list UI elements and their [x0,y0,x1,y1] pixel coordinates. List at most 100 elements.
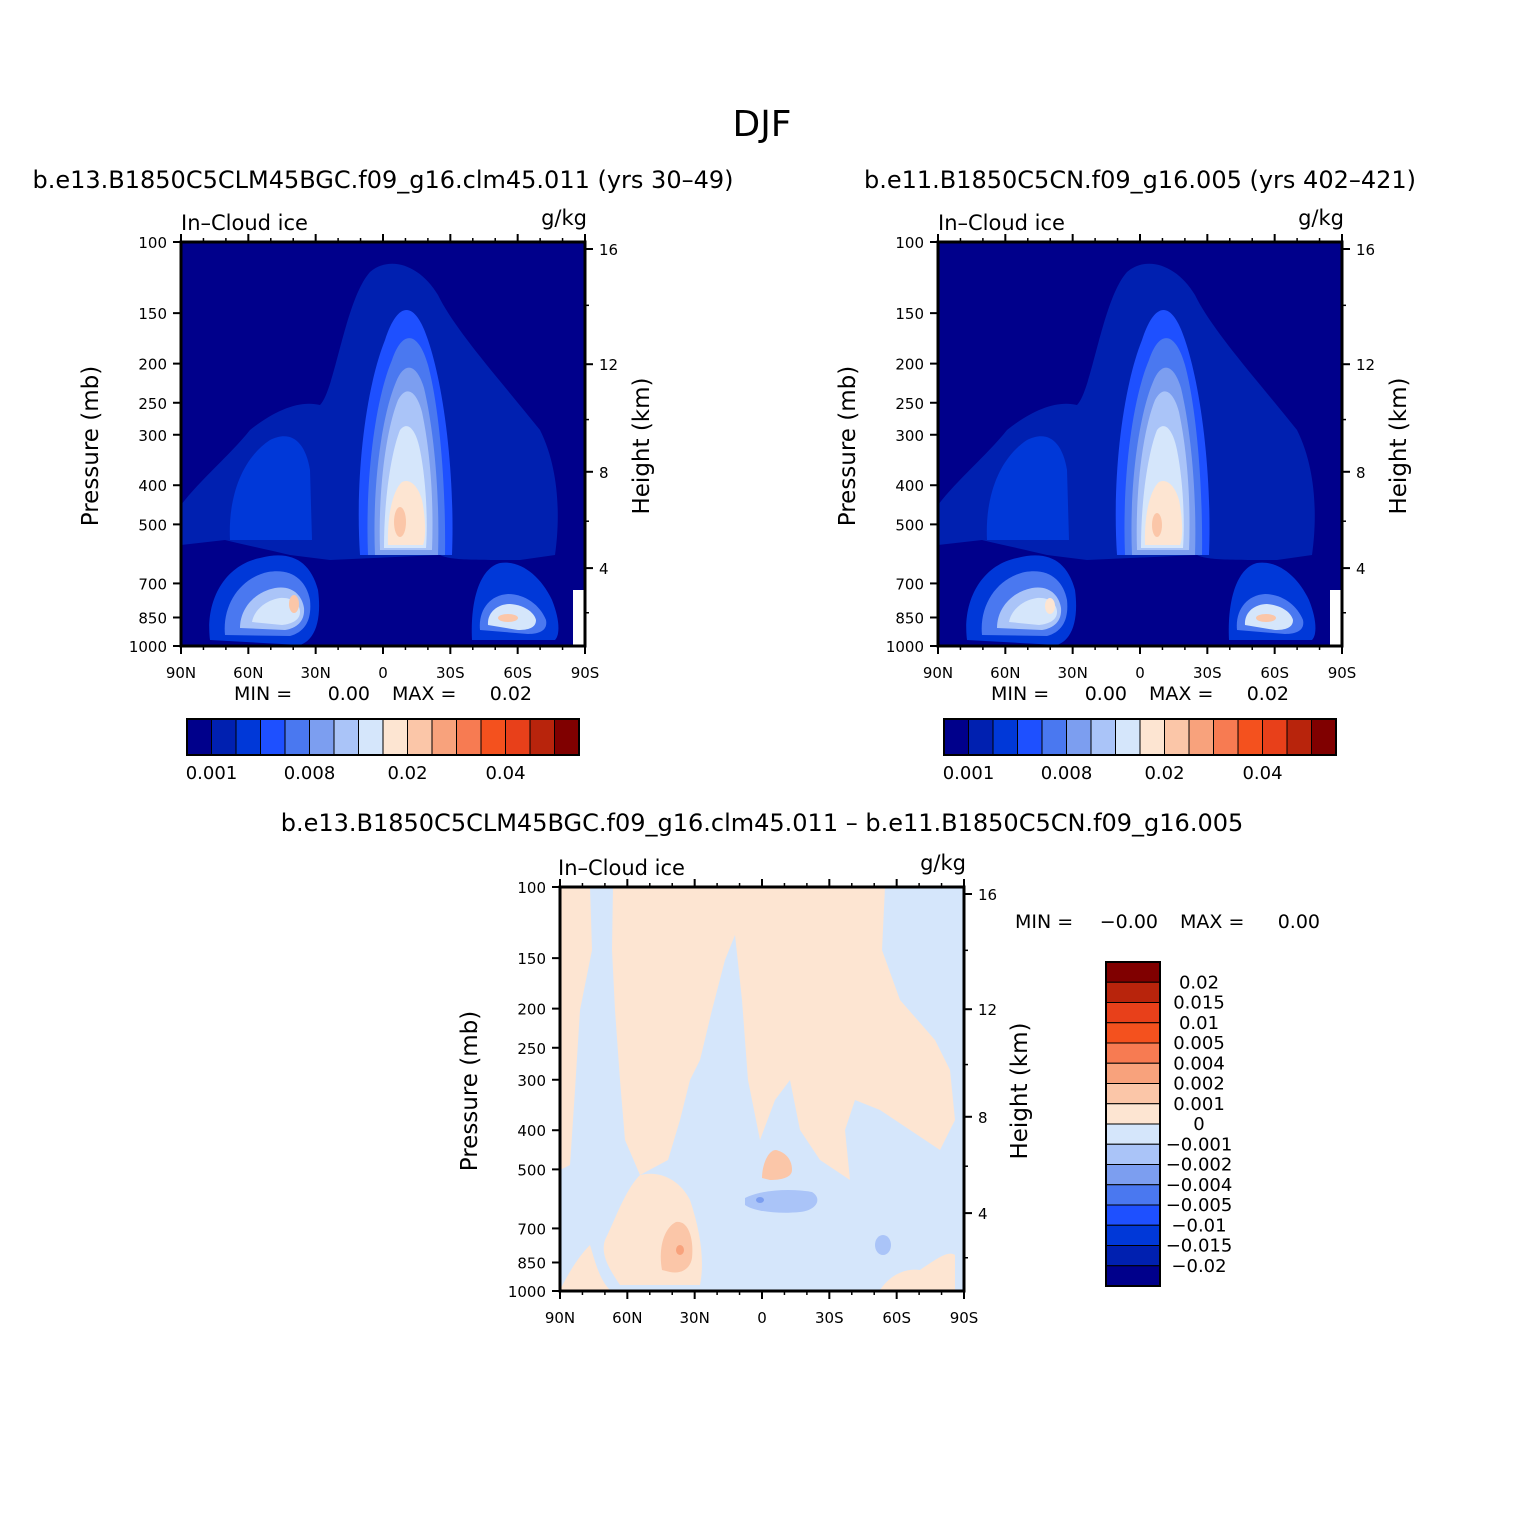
panel-diff-ytick-label: 850 [517,1254,546,1272]
panel-b-ytick-label: 700 [895,575,924,593]
panel-diff-variable-label: In–Cloud ice [558,856,685,880]
panel-diff-contour-field [560,887,964,1291]
panel-b-colorbar-box [1311,718,1337,756]
panel-b-colorbar-box [1017,718,1043,756]
panel-b-colorbar-box [1213,718,1239,756]
panel-b-ytick-label: 150 [895,305,924,323]
panel-b-ytick-label: 300 [895,427,924,445]
panel-a-max-label: MAX = [392,683,456,705]
panel-a-ytick-label: 200 [138,356,167,374]
panel-diff-colorbar-box [1105,1042,1161,1064]
panel-diff-htick-label: 16 [978,886,997,904]
panel-diff-colorbar-label: −0.001 [1166,1134,1233,1155]
panel-diff-ytick-label: 400 [517,1122,546,1140]
panel-a-contour-13 [289,595,299,613]
panel-b-contour-12 [1009,597,1057,625]
panel-b-xtick-label: 60N [990,664,1020,682]
panel-b-ytick-label: 500 [895,516,924,534]
panel-a-ytick-label: 700 [138,575,167,593]
panel-diff-colorbar-label: −0.004 [1166,1175,1233,1196]
panel-b-ytick-label: 1000 [886,638,924,656]
panel-diff-ytick-label: 150 [517,950,546,968]
panel-diff-colorbar-label: 0.005 [1173,1033,1225,1054]
panel-a-min-label: MIN = [234,683,292,705]
panel-b-xtick-label: 0 [1135,664,1145,682]
panel-a-ytick-label: 250 [138,395,167,413]
panel-a-xtick-label: 60S [503,664,532,682]
panel-b-xtick-label: 60S [1260,664,1289,682]
panel-b-colorbar-label: 0.04 [1242,763,1282,784]
panel-a-contour-field [181,242,585,646]
panel-b-htick-label: 4 [1356,560,1366,578]
panel-a-variable-label: In–Cloud ice [181,211,308,235]
panel-diff-colorbar: 0.020.0150.010.0050.0040.0020.0010−0.001… [1105,961,1233,1287]
panel-a-colorbar-box [407,718,433,756]
panel-b-max-label: MAX = [1149,683,1213,705]
panel-b-ytick-label: 400 [895,477,924,495]
panel-b-contour-field [938,242,1342,646]
panel-diff-colorbar-label: 0.002 [1173,1074,1225,1095]
panel-a-xtick-label: 90S [571,664,600,682]
panel-b-contour-1 [986,436,1069,540]
panel-a-colorbar-label: 0.008 [284,763,336,784]
panel-a-colorbar-label: 0.001 [186,763,238,784]
panel-diff-colorbar-box [1105,1062,1161,1084]
panel-diff-colorbar-box [1105,1184,1161,1206]
panel-a-contour-12 [252,597,300,625]
panel-a-xtick-label: 60N [233,664,263,682]
panel-a-axes: 100 150 200 250 300 400 500 700 850 1000 90N 60N 30N… [78,234,655,682]
panel-b-title: b.e11.B1850C5CN.f09_g16.005 (yrs 402–421… [864,166,1416,194]
panel-diff-ylabel: Pressure (mb) [457,1011,483,1171]
panel-a-xtick-label: 30S [436,664,465,682]
panel-a-colorbar-box [358,718,384,756]
panel-diff-colorbar-label: −0.01 [1171,1215,1226,1236]
panel-b-variable-label: In–Cloud ice [938,211,1065,235]
panel-diff-colorbar-box [1105,1083,1161,1105]
panel-diff-colorbar-box [1105,1103,1161,1125]
panel-b-ytick-label: 850 [895,609,924,627]
panel-diff-colorbar-box [1105,1143,1161,1165]
panel-diff-colorbar-box [1105,1265,1161,1287]
panel-b-contour-8 [1152,513,1162,537]
panel-diff-title: b.e13.B1850C5CLM45BGC.f09_g16.clm45.011 … [281,809,1244,837]
panel-diff-colorbar-box [1105,1204,1161,1226]
panel-b-colorbar: 0.001 0.008 0.02 0.04 [943,718,1337,784]
panel-a-contour-17 [498,614,518,622]
panel-b-colorbar-label: 0.02 [1144,763,1184,784]
panel-diff-htick-label: 4 [978,1205,988,1223]
panel-diff-contour-0 [560,887,592,1170]
panel-diff-max-label: MAX = [1180,911,1244,933]
panel-a-xtick-label: 0 [378,664,388,682]
panel-a-colorbar-label: 0.04 [485,763,525,784]
panel-diff-htick-label: 12 [978,1001,997,1019]
panel-diff-colorbar-box [1105,961,1161,983]
panel-diff-xtick-label: 90S [950,1309,979,1327]
panel-diff-xtick-label: 30S [815,1309,844,1327]
panel-a-colorbar-box [309,718,335,756]
panel-diff-colorbar-label: 0.004 [1173,1053,1225,1074]
panel-diff-colorbar-label: 0.01 [1179,1013,1219,1034]
panel-diff-contour-8 [745,1190,818,1213]
panel-diff-max-value: 0.00 [1278,911,1320,933]
panel-b-ylabel-right: Height (km) [1386,377,1412,514]
panel-a-colorbar-box [554,718,580,756]
panel-b-colorbar-box [968,718,994,756]
panel-a-ytick-label: 400 [138,477,167,495]
panel-b-colorbar-box [1262,718,1288,756]
panel-a-title: b.e13.B1850C5CLM45BGC.f09_g16.clm45.011 … [32,166,733,194]
panel-a-htick-label: 12 [599,356,618,374]
panel-b-colorbar-frame [943,718,1337,756]
panel-diff-units-label: g/kg [920,851,966,875]
panel-diff-ytick-label: 700 [517,1220,546,1238]
panel-b-min-label: MIN = [991,683,1049,705]
panel-a-ytick-label: 500 [138,516,167,534]
panel-diff: b.e13.B1850C5CLM45BGC.f09_g16.clm45.011 … [281,809,1320,1327]
panel-a-colorbar-box [284,718,310,756]
panel-diff-contour-3 [560,1245,610,1290]
panel-a-colorbar-box [480,718,506,756]
panel-diff-contour-7 [762,1150,792,1180]
panel-a-contour-1 [229,436,312,540]
panel-diff-colorbar-label: −0.002 [1166,1155,1233,1176]
panel-b-colorbar-box [943,718,969,756]
panel-diff-colorbar-box [1105,981,1161,1003]
